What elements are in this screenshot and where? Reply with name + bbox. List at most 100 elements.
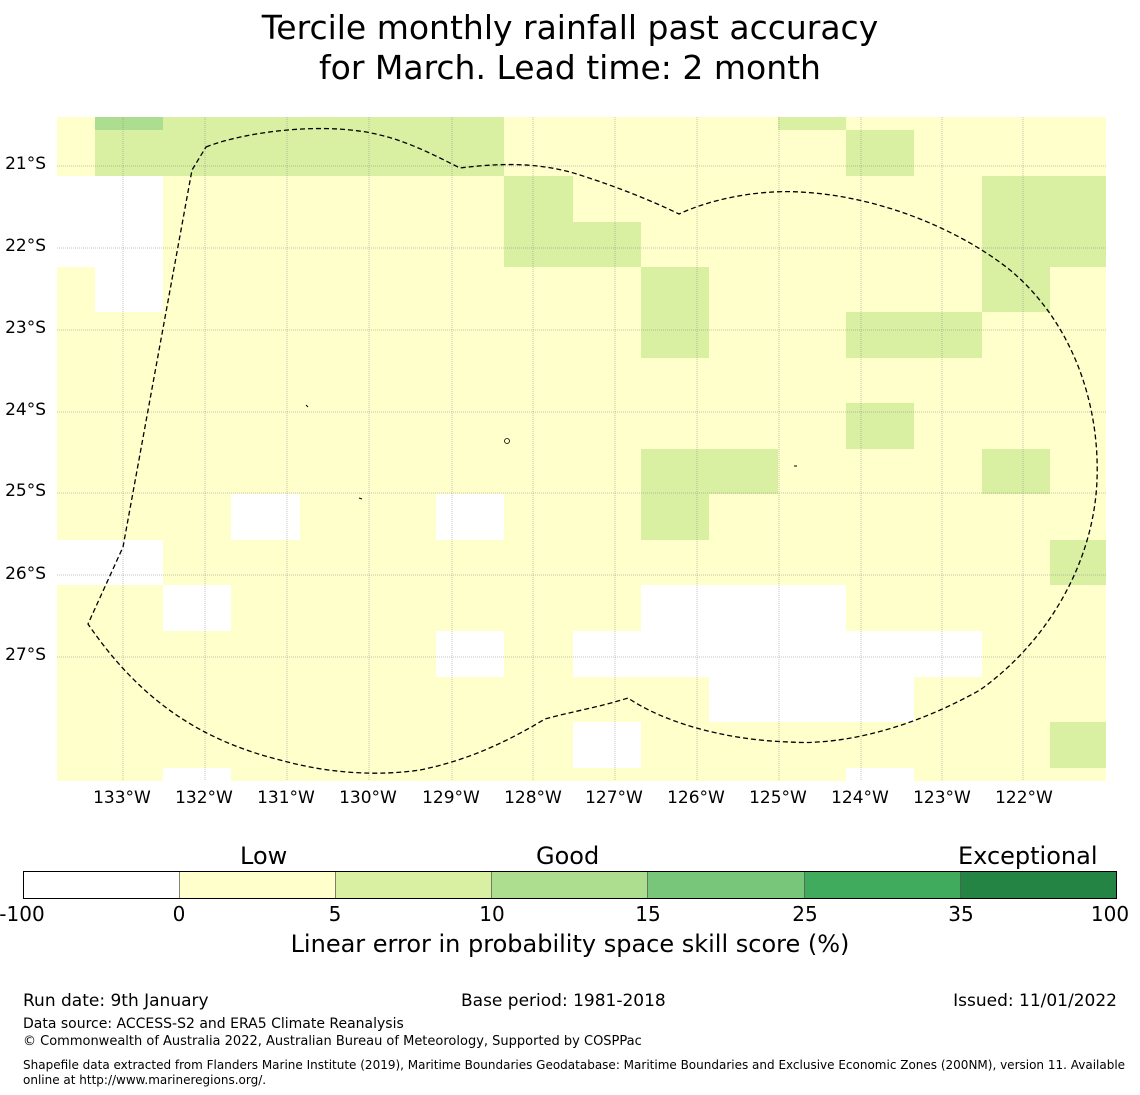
grid-cell — [1050, 494, 1106, 540]
grid-cell — [641, 403, 709, 449]
grid-cell — [982, 722, 1050, 768]
grid-cell — [914, 117, 982, 130]
grid-cell — [95, 176, 163, 222]
lon-label-124w: 124°W — [831, 788, 889, 808]
grid-cell — [231, 358, 300, 403]
grid-cell — [504, 722, 573, 768]
grid-cell — [95, 403, 163, 449]
grid-cell — [573, 130, 641, 176]
colorbar-tick-10: 10 — [479, 902, 505, 926]
grid-cell — [57, 117, 95, 130]
grid-cell — [231, 494, 300, 540]
skill-grid-cells — [57, 117, 1106, 781]
lon-label-133w: 133°W — [93, 788, 151, 808]
grid-cell — [95, 677, 163, 722]
grid-cell — [300, 117, 368, 130]
grid-cell — [846, 677, 914, 722]
grid-cell — [709, 312, 778, 358]
grid-cell — [914, 222, 982, 267]
grid-cell — [163, 176, 231, 222]
grid-cell — [163, 312, 231, 358]
grid-cell — [709, 403, 778, 449]
grid-cell — [914, 494, 982, 540]
grid-cell — [1050, 358, 1106, 403]
grid-cell — [504, 176, 573, 222]
grid-cell — [231, 403, 300, 449]
grid-cell — [982, 585, 1050, 631]
grid-cell — [231, 312, 300, 358]
colorbar-category-good: Good — [536, 842, 600, 870]
map-title: Tercile monthly rainfall past accuracy f… — [0, 8, 1140, 88]
grid-cell — [436, 130, 504, 176]
grid-cell — [436, 117, 504, 130]
grid-cell — [231, 449, 300, 494]
grid-cell — [641, 267, 709, 312]
grid-cell — [57, 540, 95, 585]
grid-cell — [573, 631, 641, 677]
grid-cell — [573, 403, 641, 449]
colorbar-segment — [335, 871, 492, 899]
grid-cell — [778, 494, 846, 540]
grid-cell — [1050, 677, 1106, 722]
grid-cell — [914, 267, 982, 312]
grid-cell — [57, 358, 95, 403]
grid-cell — [641, 722, 709, 768]
grid-cell — [368, 494, 436, 540]
grid-cell — [982, 768, 1050, 781]
grid-cell — [641, 312, 709, 358]
grid-cell — [300, 540, 368, 585]
lon-label-128w: 128°W — [504, 788, 562, 808]
grid-cell — [504, 768, 573, 781]
grid-cell — [504, 312, 573, 358]
lat-label-26s: 26°S — [5, 564, 46, 584]
grid-cell — [1050, 768, 1106, 781]
grid-cell — [231, 222, 300, 267]
grid-cell — [982, 267, 1050, 312]
grid-cell — [914, 403, 982, 449]
grid-cell — [573, 222, 641, 267]
grid-cell — [846, 403, 914, 449]
grid-cell — [709, 540, 778, 585]
grid-cell — [778, 312, 846, 358]
shapefile-credit-line-1: Shapefile data extracted from Flanders M… — [23, 1058, 1126, 1072]
grid-cell — [368, 130, 436, 176]
grid-cell — [368, 631, 436, 677]
grid-cell — [436, 267, 504, 312]
colorbar-tick-5: 5 — [328, 902, 342, 926]
grid-cell — [641, 117, 709, 130]
grid-cell — [573, 267, 641, 312]
grid-cell — [300, 403, 368, 449]
grid-cell — [914, 130, 982, 176]
grid-cell — [914, 176, 982, 222]
grid-cell — [1050, 130, 1106, 176]
grid-cell — [163, 722, 231, 768]
grid-cell — [231, 130, 300, 176]
grid-cell — [1050, 312, 1106, 358]
grid-cell — [300, 768, 368, 781]
grid-cell — [57, 403, 95, 449]
grid-cell — [641, 540, 709, 585]
colorbar-tick-0: 0 — [172, 902, 186, 926]
grid-cell — [300, 267, 368, 312]
grid-cell — [982, 449, 1050, 494]
grid-cell — [641, 130, 709, 176]
colorbar-segment — [960, 871, 1117, 899]
grid-cell — [709, 117, 778, 130]
colorbar-category-low: Low — [240, 842, 288, 870]
title-line-2: for March. Lead time: 2 month — [319, 48, 821, 87]
grid-cell — [778, 768, 846, 781]
lat-label-27s: 27°S — [5, 645, 46, 665]
grid-cell — [778, 722, 846, 768]
grid-cell — [300, 358, 368, 403]
grid-cell — [300, 722, 368, 768]
grid-cell — [95, 768, 163, 781]
grid-cell — [982, 540, 1050, 585]
grid-cell — [163, 449, 231, 494]
colorbar-segment — [647, 871, 805, 899]
grid-cell — [163, 267, 231, 312]
eez-boundary — [87, 127, 1098, 774]
grid-cell — [163, 585, 231, 631]
lon-label-125w: 125°W — [749, 788, 807, 808]
grid-cell — [709, 267, 778, 312]
grid-cell — [300, 494, 368, 540]
